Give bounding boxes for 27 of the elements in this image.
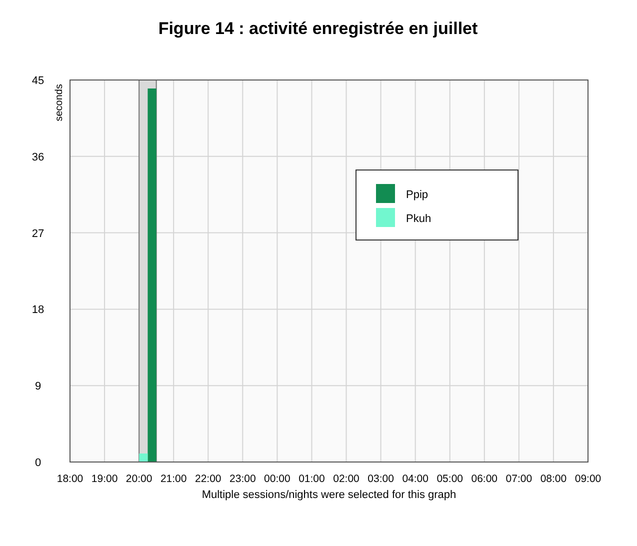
x-tick-label: 05:00 bbox=[436, 473, 464, 485]
x-tick-label: 07:00 bbox=[506, 473, 532, 485]
x-tick-label: 06:00 bbox=[471, 473, 498, 485]
y-tick-label: 9 bbox=[34, 380, 42, 393]
x-tick-label: 00:00 bbox=[264, 473, 290, 485]
x-tick-label: 21:00 bbox=[160, 473, 187, 485]
x-tick-label: 08:00 bbox=[540, 473, 567, 485]
y-tick-label: 45 bbox=[32, 75, 44, 87]
x-tick-label: 20:00 bbox=[126, 473, 152, 485]
y-axis-title: seconds bbox=[54, 84, 65, 122]
y-tick-label: 18 bbox=[32, 304, 44, 316]
legend-label: Pkuh bbox=[406, 213, 432, 225]
y-tick-label: 0 bbox=[34, 457, 42, 469]
y-tick-label: 36 bbox=[32, 151, 44, 164]
x-tick-label: 22:00 bbox=[194, 473, 222, 485]
x-tick-label: 02:00 bbox=[333, 473, 360, 485]
x-tick-label: 09:00 bbox=[574, 473, 602, 485]
chart-title: Figure 14 : activité enregistrée en juillet bbox=[158, 19, 478, 38]
x-tick-label: 03:00 bbox=[368, 473, 394, 485]
x-tick-label: 18:00 bbox=[56, 473, 84, 485]
x-tick-label: 04:00 bbox=[402, 473, 429, 485]
x-tick-label: 23:00 bbox=[230, 473, 256, 485]
legend-label: Ppip bbox=[406, 189, 428, 201]
x-axis-title: Multiple sessions/nights were selected for this graph bbox=[202, 489, 456, 501]
x-tick-label: 19:00 bbox=[91, 473, 118, 485]
x-tick-label: 01:00 bbox=[298, 473, 326, 485]
y-tick-label: 27 bbox=[32, 228, 44, 240]
